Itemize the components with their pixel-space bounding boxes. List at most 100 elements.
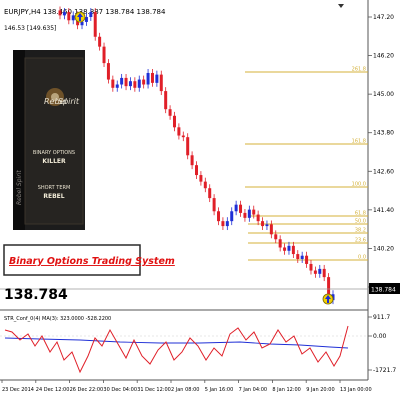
candle-body <box>133 81 137 88</box>
candle-body <box>84 17 88 22</box>
price-axis-label: 142.60 <box>373 168 394 175</box>
banner-text: Binary Options Trading System <box>9 256 175 267</box>
candle-body <box>186 137 190 156</box>
shift-arrow-icon[interactable] <box>338 4 344 8</box>
candle-body <box>291 245 295 255</box>
candle-body <box>93 12 97 37</box>
candle-body <box>190 155 194 166</box>
banner-box <box>3 244 141 276</box>
candle-body <box>225 221 229 227</box>
signal-marker-bottom[interactable] <box>322 293 334 305</box>
oscillator-axis-label: -1721.7 <box>373 367 396 374</box>
brand-line-1: Rebel <box>44 97 67 106</box>
candle-body <box>252 209 256 215</box>
time-axis-label: 26 Dec 22:00 <box>70 387 104 393</box>
candle-body <box>300 255 304 260</box>
candle-body <box>102 46 106 64</box>
candle-body <box>322 268 326 278</box>
time-axis-label: 30 Dec 04:00 <box>103 387 137 393</box>
candle-body <box>305 255 309 264</box>
candle-body <box>212 198 216 212</box>
oscillator-axis-label: 911.7 <box>373 314 390 321</box>
candle-body <box>62 12 66 16</box>
candle-body <box>309 263 313 271</box>
candle-body <box>203 181 207 189</box>
fib-level-label: 23.6 <box>355 238 366 244</box>
side-brand-text: Rebel Spirit <box>16 170 23 205</box>
box-title-line-2: KILLER <box>42 158 66 165</box>
time-axis-label: 24 Dec 12:00 <box>36 387 70 393</box>
candle-body <box>164 91 168 110</box>
candle-body <box>115 84 119 88</box>
candle-body <box>58 10 62 16</box>
candle-body <box>120 77 124 85</box>
candle-body <box>283 247 287 251</box>
fib-level-label: 0.0 <box>358 255 366 261</box>
candle-body <box>177 127 181 136</box>
candle-body <box>239 204 243 213</box>
arrow-up-icon <box>325 295 331 303</box>
arrow-up-icon <box>77 13 83 21</box>
candle-body <box>199 175 203 182</box>
candle-body <box>313 270 317 274</box>
price-axis-label: 147.20 <box>373 14 394 21</box>
candle-body <box>159 74 163 92</box>
box-subtitle-line-1: SHORT TERM <box>38 185 71 191</box>
candle-body <box>80 21 84 26</box>
time-axis-label: 8 Jan 12:00 <box>272 387 300 393</box>
signal-marker-top[interactable] <box>74 11 86 23</box>
time-axis-label: 13 Jan 00:00 <box>340 387 372 393</box>
candle-body <box>195 165 198 176</box>
candle-body <box>208 188 212 199</box>
candle-body <box>155 74 159 83</box>
candle-body <box>168 109 172 116</box>
candle-body <box>269 224 273 235</box>
candle-body <box>106 63 110 80</box>
candle-body <box>137 79 141 88</box>
time-axis-label: 5 Jan 16:00 <box>205 387 233 393</box>
indicator-header: 146.53 [149.635] <box>4 25 56 32</box>
candle-body <box>181 135 185 138</box>
box-subtitle-line-2: REBEL <box>43 193 64 200</box>
fib-level-label: 100.0 <box>352 182 366 188</box>
oscillator-ma-line <box>4 337 349 349</box>
candle-body <box>146 72 150 85</box>
price-axis-label: 141.40 <box>373 207 394 214</box>
candle-body <box>261 221 265 227</box>
candle-body <box>234 204 238 212</box>
price-axis-label: 143.80 <box>373 130 394 137</box>
candle-body <box>278 239 282 248</box>
candle-body <box>71 15 75 21</box>
candle-body <box>287 245 291 251</box>
candle-body <box>89 12 93 17</box>
product-box-image: Rebel Spirit Rebel Spirit BINARY OPTIONS… <box>13 50 85 230</box>
fib-level-label: 50.0 <box>355 219 366 225</box>
candle-body <box>243 212 247 218</box>
time-axis: 23 Dec 2014 24 Dec 12:00 26 Dec 22:00 30 De… <box>1 380 372 393</box>
candle-body <box>142 79 146 85</box>
price-axis-label: 145.00 <box>373 91 394 98</box>
candle-body <box>274 234 278 240</box>
candle-body <box>221 221 225 227</box>
candle-body <box>98 36 102 47</box>
current-price-big: 138.784 <box>4 287 68 303</box>
symbol-header: EURJPY,H4 138.460 138.887 138.784 138.78… <box>4 8 166 16</box>
price-axis-label: 146.20 <box>373 53 394 60</box>
time-axis-label: 9 Jan 20:00 <box>306 387 334 393</box>
time-axis-label: 7 Jan 04:00 <box>239 387 267 393</box>
candle-body <box>265 224 269 227</box>
candle-body <box>128 81 132 87</box>
oscillator-line <box>4 325 349 374</box>
oscillator-axis-label: 0.00 <box>373 333 387 340</box>
candle-body <box>150 72 154 83</box>
time-axis-label: 2 Jan 08:00 <box>171 387 199 393</box>
candle-body <box>318 268 322 274</box>
current-price-tag <box>369 283 400 294</box>
candle-body <box>124 77 128 87</box>
oscillator-pane: STR_Conf_0(4) MA(3): 323.0000 -528.2200 9… <box>0 314 396 374</box>
candle-body <box>217 211 221 222</box>
current-price-tag-text: 138.784 <box>371 287 396 294</box>
time-axis-label: 31 Dec 12:00 <box>137 387 171 393</box>
